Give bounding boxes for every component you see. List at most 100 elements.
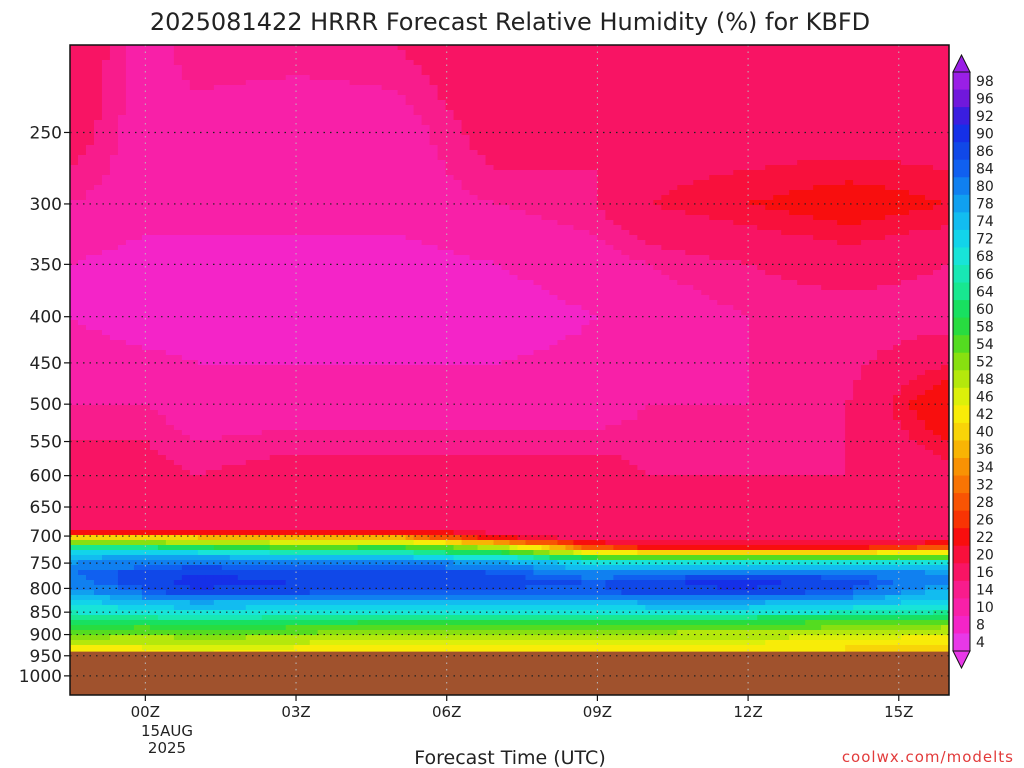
y-tick-label: 350 — [30, 255, 62, 275]
colorbar-label: 28 — [976, 495, 994, 511]
credit-text: coolwx.com/modelts — [842, 748, 1014, 766]
colorbar-swatch — [953, 422, 970, 441]
y-tick-label: 250 — [30, 123, 62, 143]
chart-title: 2025081422 HRRR Forecast Relative Humidi… — [150, 8, 870, 36]
colorbar-swatch — [953, 475, 970, 494]
colorbar-swatch — [953, 510, 970, 529]
colorbar-swatch — [953, 300, 970, 319]
x-axis-label: Forecast Time (UTC) — [414, 747, 605, 768]
colorbar-swatch — [953, 545, 970, 564]
x-tick-label: 06Z — [432, 703, 461, 721]
colorbar-swatch — [953, 493, 970, 512]
y-tick-label: 700 — [30, 527, 62, 547]
x-date-label-month: 15AUG — [141, 722, 193, 740]
colorbar-label: 46 — [976, 390, 994, 406]
colorbar-swatch — [953, 194, 970, 213]
x-axis: 15AUG 2025 00Z 03Z 06Z 09Z 12Z 15Z — [131, 695, 913, 757]
colorbar-label: 36 — [976, 442, 994, 458]
grid-lines — [70, 45, 949, 695]
colorbar-swatch — [953, 212, 970, 231]
colorbar-label: 68 — [976, 249, 994, 265]
plot-frame — [69, 44, 950, 696]
colorbar-swatch — [953, 440, 970, 459]
x-tick-label: 15Z — [884, 703, 913, 721]
colorbar-label: 32 — [976, 477, 994, 493]
colorbar-label: 54 — [976, 337, 994, 353]
y-tick-label: 550 — [30, 433, 62, 453]
colorbar-label: 42 — [976, 407, 994, 423]
colorbar-swatch — [953, 633, 970, 652]
colorbar-label: 60 — [976, 302, 994, 318]
y-tick-label: 500 — [30, 395, 62, 415]
colorbar-swatch — [953, 107, 970, 126]
colorbar-label: 66 — [976, 267, 994, 283]
colorbar-bottom-arrow — [952, 650, 971, 670]
colorbar-label: 58 — [976, 319, 994, 335]
colorbar-swatch — [953, 405, 970, 424]
colorbar-label: 16 — [976, 565, 994, 581]
colorbar-swatch — [953, 352, 970, 371]
x-tick-label: 03Z — [281, 703, 310, 721]
colorbar-swatch — [953, 458, 970, 476]
colorbar-swatch — [953, 335, 970, 354]
y-tick-label: 650 — [30, 498, 62, 518]
colorbar-swatch — [953, 598, 970, 617]
colorbar-swatch — [953, 615, 970, 634]
colorbar-label: 80 — [976, 179, 994, 195]
colorbar-label: 90 — [976, 126, 994, 142]
colorbar-swatch — [953, 370, 970, 389]
colorbar-label: 8 — [976, 618, 985, 634]
colorbar-label: 34 — [976, 460, 994, 476]
plot-area — [69, 44, 950, 696]
colorbar-swatch — [953, 528, 970, 547]
colorbar-label: 84 — [976, 162, 994, 178]
colorbar-label: 20 — [976, 548, 994, 564]
colorbar-label: 48 — [976, 372, 994, 388]
colorbar-swatch — [953, 247, 970, 266]
x-tick-label: 12Z — [733, 703, 762, 721]
colorbar-swatch — [953, 89, 970, 108]
colorbar-label: 74 — [976, 214, 994, 230]
colorbar-swatch — [953, 317, 970, 336]
y-tick-label: 600 — [30, 467, 62, 487]
colorbar-swatch — [953, 142, 970, 161]
colorbar-label: 4 — [976, 635, 985, 651]
colorbar-label: 14 — [976, 583, 994, 599]
colorbar-swatch — [953, 72, 970, 90]
colorbar-label: 96 — [976, 91, 994, 107]
colorbar-label: 92 — [976, 109, 994, 125]
y-tick-label: 400 — [30, 308, 62, 328]
y-tick-label: 900 — [30, 626, 62, 646]
colorbar-label: 26 — [976, 512, 994, 528]
y-tick-label: 950 — [30, 647, 62, 667]
colorbar-swatch — [953, 563, 970, 582]
y-tick-label: 850 — [30, 603, 62, 623]
y-tick-label: 300 — [30, 195, 62, 215]
colorbar-label: 22 — [976, 530, 994, 546]
colorbar-label: 98 — [976, 74, 994, 90]
y-tick-label: 1000 — [19, 667, 62, 687]
colorbar-swatch — [953, 229, 970, 248]
colorbar-frame — [952, 71, 971, 652]
colorbar-swatch — [953, 177, 970, 196]
colorbar-label: 86 — [976, 144, 994, 160]
colorbar-label: 40 — [976, 425, 994, 441]
y-tick-label: 450 — [30, 354, 62, 374]
colorbar-swatch — [953, 265, 970, 283]
colorbar-swatch — [953, 159, 970, 178]
colorbar-label: 64 — [976, 284, 994, 300]
humidity-field — [70, 45, 949, 695]
colorbar-swatch — [953, 387, 970, 406]
colorbar-top-arrow — [952, 53, 971, 73]
y-axis: 250 300 350 400 450 500 550 600 650 700 750 800 850 9… — [19, 123, 70, 687]
colorbar: 9896929086848078747268666460585452484642… — [952, 53, 994, 670]
colorbar-swatch — [953, 580, 970, 599]
x-date-label-year: 2025 — [148, 739, 186, 757]
y-tick-label: 800 — [30, 579, 62, 599]
x-tick-label: 09Z — [583, 703, 612, 721]
colorbar-swatch — [953, 282, 970, 301]
colorbar-label: 78 — [976, 197, 994, 213]
colorbar-label: 52 — [976, 355, 994, 371]
x-tick-label: 00Z — [131, 703, 160, 721]
